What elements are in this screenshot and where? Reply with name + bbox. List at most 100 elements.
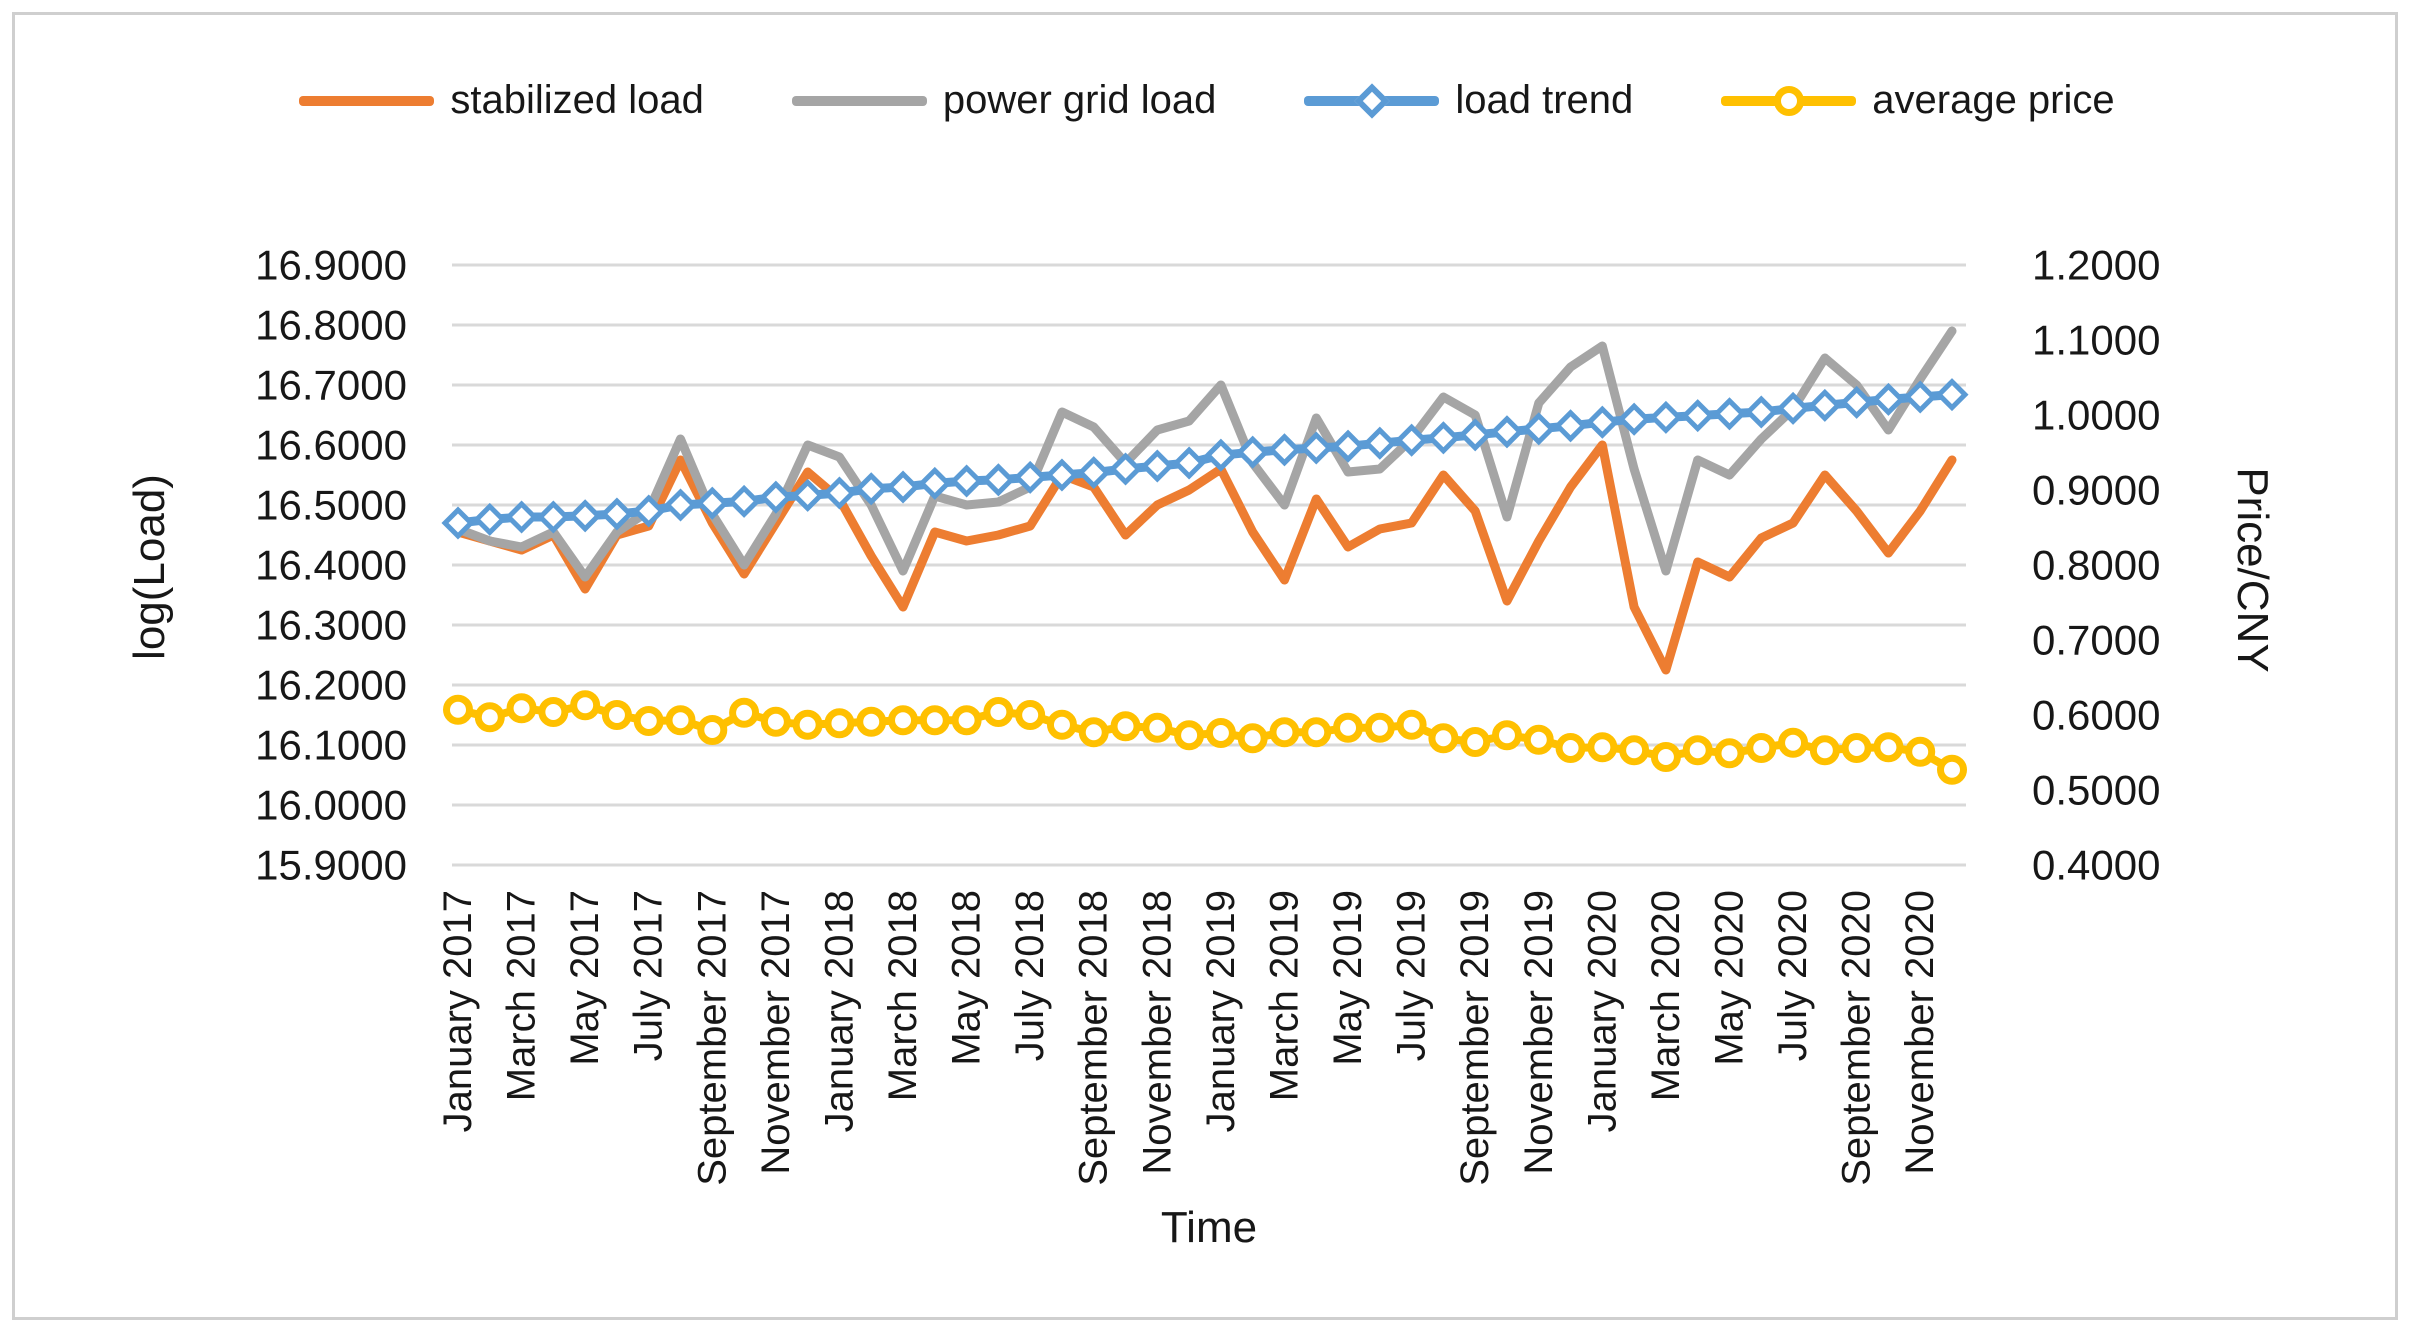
- x-axis-title: Time: [1160, 1203, 1258, 1252]
- x-axis-tick-label: March 2020: [1644, 890, 1688, 1101]
- right-axis-title: Price/CNY: [2228, 467, 2277, 673]
- x-axis-tick-label: July 2019: [1390, 890, 1434, 1061]
- x-axis-tick-label: September 2018: [1072, 890, 1116, 1186]
- left-axis-tick-label: 16.9000: [255, 242, 407, 289]
- circle-marker: [1046, 709, 1077, 740]
- legend-label: stabilized load: [450, 78, 704, 122]
- right-axis-tick-label: 1.0000: [2032, 392, 2160, 439]
- diamond-marker: [1554, 409, 1588, 443]
- circle-marker: [1778, 727, 1809, 758]
- diamond-marker: [1458, 418, 1492, 452]
- left-axis-tick-label: 16.3000: [255, 602, 407, 649]
- circle-marker: [633, 706, 664, 736]
- diamond-marker: [1236, 435, 1270, 469]
- circle-marker: [1937, 754, 1967, 785]
- circle-marker: [888, 705, 919, 736]
- diamond-marker: [1776, 391, 1810, 425]
- x-axis-tick-label: January 2020: [1580, 890, 1624, 1132]
- circle-marker: [601, 700, 632, 730]
- x-axis-tick-label: January 2017: [436, 890, 480, 1132]
- circle-marker: [951, 705, 982, 736]
- circle-marker: [506, 693, 537, 724]
- diamond-marker: [1426, 421, 1460, 455]
- diamond-marker: [1585, 405, 1619, 439]
- diamond-marker: [1013, 460, 1047, 494]
- circle-marker: [824, 708, 855, 739]
- circle-marker: [570, 690, 601, 721]
- diamond-marker: [1108, 452, 1143, 486]
- legend-swatch-icon: [791, 95, 927, 106]
- right-axis-tick-label: 0.7000: [2032, 617, 2160, 664]
- right-axis-tick-label: 0.9000: [2032, 467, 2160, 514]
- diamond-marker: [1808, 388, 1842, 422]
- left-axis-tick-label: 16.8000: [255, 302, 407, 349]
- circle-marker: [1364, 712, 1395, 743]
- left-axis-tick-label: 16.0000: [255, 782, 407, 829]
- circle-marker: [1841, 733, 1872, 763]
- legend-item-power-grid-load: power grid load: [791, 78, 1217, 123]
- circle-marker: [1873, 732, 1904, 763]
- diamond-marker: [1204, 438, 1238, 472]
- circle-marker: [1301, 717, 1332, 748]
- x-axis-tick-label: September 2017: [690, 890, 734, 1186]
- circle-marker: [443, 694, 473, 725]
- x-axis-tick-label: May 2020: [1707, 890, 1751, 1066]
- left-axis-tick-label: 15.9000: [255, 842, 407, 889]
- diamond-marker: [1617, 402, 1651, 436]
- circle-marker: [1333, 712, 1364, 743]
- circle-marker: [1746, 733, 1777, 763]
- circle-marker: [1015, 700, 1046, 730]
- diamond-marker: [854, 472, 888, 506]
- circle-marker: [1682, 735, 1713, 766]
- legend-swatch-icon: [1721, 85, 1857, 116]
- right-axis-tick-label: 0.4000: [2032, 842, 2160, 889]
- legend-swatch-icon: [299, 95, 435, 106]
- diamond-marker: [1299, 431, 1333, 465]
- right-axis-tick-label: 0.5000: [2032, 767, 2160, 814]
- x-axis-tick-label: September 2019: [1453, 890, 1497, 1186]
- circle-marker: [1619, 735, 1650, 766]
- x-axis-tick-label: November 2020: [1898, 890, 1942, 1175]
- circle-marker: [983, 697, 1014, 727]
- x-axis-tick-label: July 2017: [627, 890, 671, 1061]
- left-axis-tick-label: 16.4000: [255, 542, 407, 589]
- diamond-marker: [1140, 449, 1174, 483]
- x-axis-tick-label: March 2017: [500, 890, 544, 1101]
- x-axis-tick-label: March 2019: [1262, 890, 1306, 1101]
- diamond-marker: [759, 480, 793, 514]
- x-axis-tick-label: November 2019: [1517, 890, 1561, 1175]
- left-axis-title: log(Load): [125, 474, 174, 660]
- circle-marker: [1396, 709, 1427, 740]
- legend-circle-marker-icon: [1773, 85, 1804, 116]
- circle-marker: [1078, 717, 1109, 748]
- diamond-marker: [663, 488, 698, 522]
- left-axis-tick-label: 16.6000: [255, 422, 407, 469]
- legend-item-load-trend: load trend: [1304, 78, 1633, 123]
- legend-label: power grid load: [942, 78, 1217, 122]
- legend-item-average-price: average price: [1721, 78, 2115, 123]
- diamond-marker: [1267, 433, 1302, 467]
- circle-marker: [1714, 738, 1745, 769]
- circle-marker: [760, 706, 791, 737]
- diamond-marker: [1903, 380, 1937, 414]
- circle-marker: [1269, 717, 1300, 748]
- legend-label: average price: [1872, 78, 2115, 122]
- circle-marker: [1523, 724, 1554, 755]
- legend-item-stabilized-load: stabilized load: [299, 78, 704, 123]
- diamond-marker: [441, 506, 475, 540]
- left-axis-tick-label: 16.1000: [255, 722, 407, 769]
- circle-marker: [1142, 712, 1173, 743]
- circle-marker: [1587, 732, 1618, 763]
- diamond-marker: [1077, 456, 1111, 490]
- left-axis-tick-label: 16.5000: [255, 482, 407, 529]
- diamond-marker: [1522, 412, 1556, 446]
- diamond-marker: [1331, 429, 1365, 463]
- diamond-marker: [1490, 415, 1524, 449]
- circle-marker: [1174, 720, 1205, 751]
- left-axis-tick-label: 16.7000: [255, 362, 407, 409]
- x-axis-tick-label: May 2018: [945, 890, 989, 1066]
- diamond-marker: [1172, 446, 1206, 480]
- x-axis-tick-label: March 2018: [881, 890, 925, 1101]
- circle-marker: [729, 697, 760, 728]
